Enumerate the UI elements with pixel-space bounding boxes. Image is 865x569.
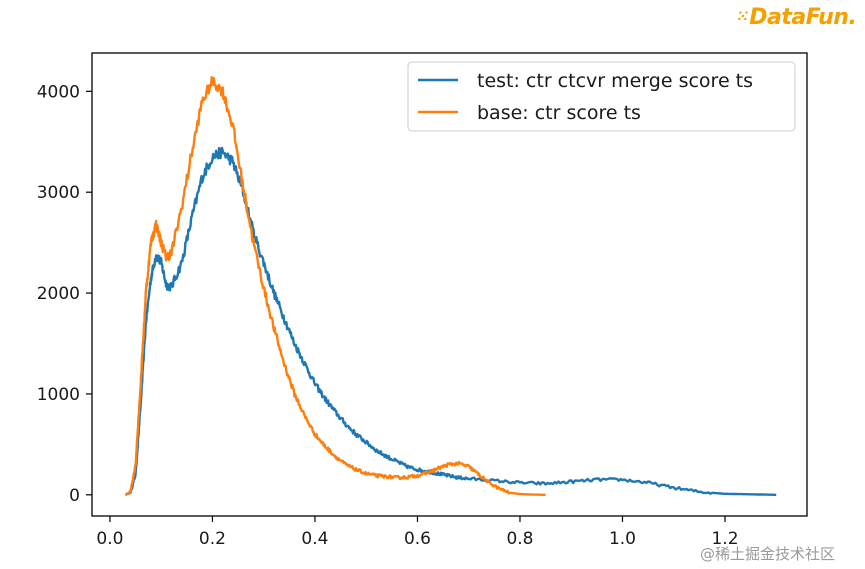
y-axis: 0 1000 2000 3000 4000 xyxy=(37,82,92,506)
y-tick-label: 0 xyxy=(69,486,80,506)
watermark-text: @稀土掘金技术社区 xyxy=(700,545,836,563)
legend-box xyxy=(407,61,796,132)
plot-frame xyxy=(91,52,808,517)
legend: test: ctr ctcvr merge score ts base: ctr … xyxy=(407,61,796,132)
x-tick-label: 0.4 xyxy=(301,529,328,549)
datafun-logo: ⁙DataFun. xyxy=(737,5,857,30)
y-tick-label: 4000 xyxy=(37,82,80,102)
x-tick-label: 0.6 xyxy=(404,529,431,549)
y-tick-label: 2000 xyxy=(37,284,80,304)
x-tick-label: 0.2 xyxy=(199,529,226,549)
logo-dots-icon: ⁙ xyxy=(737,9,749,25)
legend-label-1: test: ctr ctcvr merge score ts xyxy=(477,70,753,92)
x-tick-label: 1.2 xyxy=(711,529,738,549)
series-line-1 xyxy=(124,146,777,496)
y-tick-label: 1000 xyxy=(37,385,80,405)
series-layer xyxy=(124,76,777,496)
series-line-2 xyxy=(124,76,546,496)
logo-text: DataFun. xyxy=(749,5,857,30)
x-tick-label: 0.8 xyxy=(506,529,533,549)
x-tick-label: 1.0 xyxy=(609,529,636,549)
x-tick-label: 0.0 xyxy=(96,529,123,549)
y-tick-label: 3000 xyxy=(37,183,80,203)
x-axis: 0.0 0.2 0.4 0.6 0.8 1.0 1.2 xyxy=(96,516,739,549)
legend-label-2: base: ctr score ts xyxy=(477,102,641,124)
